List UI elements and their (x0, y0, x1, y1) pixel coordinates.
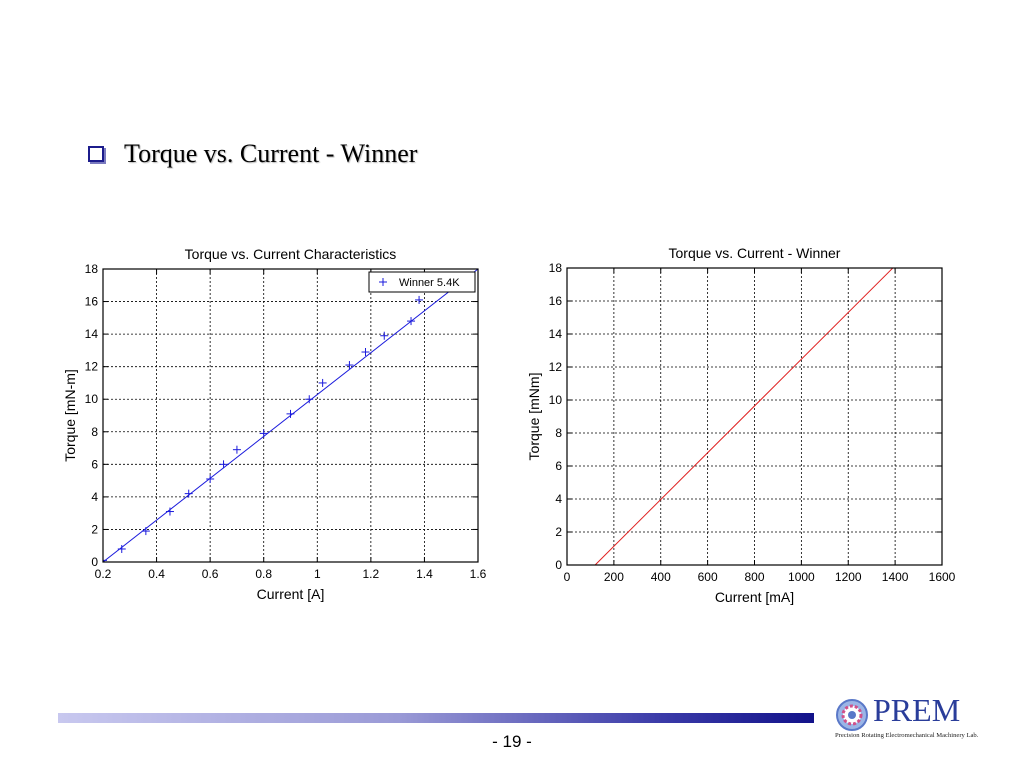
data-point (415, 295, 424, 304)
y-axis-label: Torque [mNm] (526, 373, 542, 461)
fit-line (103, 269, 478, 562)
y-tick-label: 8 (555, 426, 562, 440)
x-tick-label: 1.2 (363, 567, 380, 581)
x-tick-label: 1.6 (470, 567, 487, 581)
y-tick-label: 14 (85, 327, 99, 341)
x-tick-label: 0 (564, 570, 571, 584)
legend-label: Winner 5.4K (399, 277, 460, 289)
plot-frame (102, 268, 479, 563)
y-axis-label: Torque [mN-m] (62, 369, 78, 462)
x-tick-label: 0.6 (202, 567, 219, 581)
chart-title: Torque vs. Current - Winner (669, 245, 841, 261)
x-tick-label: 200 (604, 570, 624, 584)
grid-lines (103, 269, 478, 562)
data-point (345, 361, 354, 370)
y-tick-label: 10 (85, 392, 99, 406)
prem-logo: PREM Precision Rotating Electromechanica… (835, 692, 1005, 746)
data-point (206, 474, 215, 483)
y-tick-label: 6 (91, 457, 98, 471)
x-tick-label: 1 (314, 567, 321, 581)
data-point (232, 445, 241, 454)
x-tick-label: 800 (744, 570, 764, 584)
page-number: - 19 - (492, 732, 532, 751)
data-point (380, 331, 389, 340)
data-point (318, 378, 327, 387)
y-tick-label: 12 (549, 360, 563, 374)
y-tick-label: 2 (555, 525, 562, 539)
slide-title-text: Torque vs. Current - Winner (124, 139, 418, 168)
y-tick-label: 18 (85, 262, 99, 276)
footer-bar (58, 713, 814, 723)
plot-series (594, 268, 894, 565)
x-tick-label: 1.4 (416, 567, 433, 581)
grid-lines (567, 268, 942, 565)
data-point (219, 460, 228, 469)
logo-name: PREM (873, 692, 961, 728)
y-tick-label: 16 (549, 294, 563, 308)
y-tick-label: 18 (549, 261, 563, 275)
plot-frame (566, 267, 943, 566)
x-tick-label: 0.8 (255, 567, 272, 581)
legend-box (368, 271, 476, 293)
x-tick-label: 600 (698, 570, 718, 584)
y-tick-label: 14 (549, 327, 563, 341)
y-tick-label: 0 (91, 555, 98, 569)
y-tick-label: 2 (91, 522, 98, 536)
x-tick-label: 1000 (788, 570, 815, 584)
y-tick-label: 12 (85, 360, 99, 374)
data-point (184, 489, 193, 498)
y-tick-label: 6 (555, 459, 562, 473)
torque-vs-current-characteristics-chart: 0.2 0.4 0.6 0.8 1 1.2 1.4 1.6 0 2 4 6 8 10 12 14 16 18 Tor… (62, 246, 487, 602)
x-tick-label: 400 (651, 570, 671, 584)
y-tick-label: 16 (85, 295, 99, 309)
x-tick-label: 1200 (835, 570, 862, 584)
x-axis-label: Current [mA] (715, 589, 794, 605)
y-tick-label: 0 (555, 558, 562, 572)
y-tick-label: 8 (91, 425, 98, 439)
x-axis-label: Current [A] (257, 586, 325, 602)
x-tick-label: 1400 (882, 570, 909, 584)
data-point (361, 348, 370, 357)
series-line (594, 268, 894, 565)
logo-subtitle: Precision Rotating Electromechanical Mac… (835, 732, 979, 739)
torque-vs-current-winner-chart: 0 200 400 600 800 1000 1200 1400 1600 0 2 4 6 8 10 12 14… (526, 245, 956, 605)
square-bullet-icon (88, 146, 104, 162)
x-tick-label: 0.4 (148, 567, 165, 581)
y-tick-label: 10 (549, 393, 563, 407)
y-tick-label: 4 (555, 492, 562, 506)
slide-title: Torque vs. Current - Winner (88, 138, 417, 170)
plot-series (103, 269, 478, 562)
chart-title: Torque vs. Current Characteristics (185, 246, 397, 262)
y-tick-label: 4 (91, 490, 98, 504)
x-tick-label: 1600 (929, 570, 956, 584)
legend: Winner 5.4K (368, 271, 476, 293)
x-tick-label: 0.2 (95, 567, 112, 581)
gear-icon (836, 699, 868, 731)
